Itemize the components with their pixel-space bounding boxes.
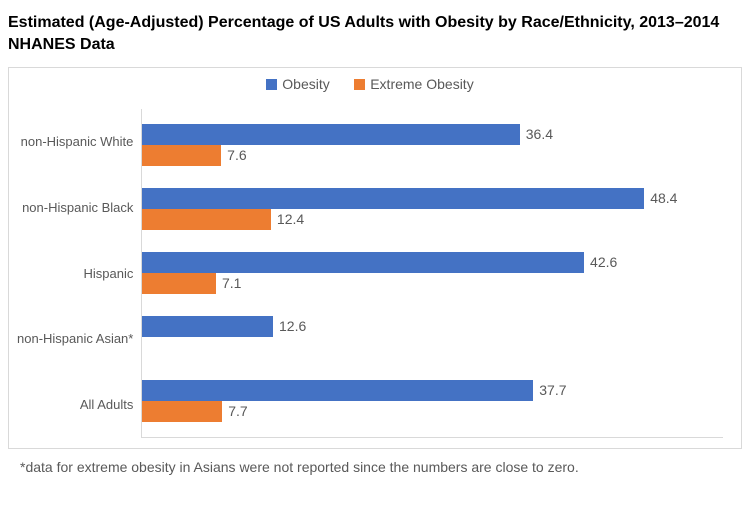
bar-obesity bbox=[142, 188, 644, 209]
bar-row: 7.7 bbox=[142, 401, 723, 422]
legend: Obesity Extreme Obesity bbox=[17, 76, 723, 95]
bar-row: 7.6 bbox=[142, 145, 723, 166]
bar-value-label: 37.7 bbox=[539, 382, 566, 398]
legend-swatch-obesity bbox=[266, 79, 277, 90]
bar-row: 12.4 bbox=[142, 209, 723, 230]
title-line-2: NHANES Data bbox=[8, 34, 742, 56]
plot-area: non-Hispanic Whitenon-Hispanic BlackHisp… bbox=[17, 109, 723, 438]
bar-obesity bbox=[142, 380, 533, 401]
bar-obesity bbox=[142, 316, 273, 337]
bar-row bbox=[142, 337, 723, 358]
category-label: non-Hispanic Asian* bbox=[17, 307, 133, 371]
footnote: *data for extreme obesity in Asians were… bbox=[8, 459, 742, 475]
legend-label-extreme-obesity: Extreme Obesity bbox=[370, 76, 473, 92]
bar-row: 12.6 bbox=[142, 316, 723, 337]
bar-row: 42.6 bbox=[142, 252, 723, 273]
category-label: All Adults bbox=[17, 373, 133, 437]
category-label: non-Hispanic White bbox=[17, 110, 133, 174]
legend-swatch-extreme-obesity bbox=[354, 79, 365, 90]
legend-item-obesity: Obesity bbox=[266, 76, 329, 92]
bar-row: 48.4 bbox=[142, 188, 723, 209]
bar-extreme-obesity bbox=[142, 145, 221, 166]
bar-value-label: 7.6 bbox=[227, 147, 246, 163]
bar-group: 42.6 7.1 bbox=[142, 241, 723, 305]
bar-value-label: 48.4 bbox=[650, 190, 677, 206]
bar-extreme-obesity bbox=[142, 401, 222, 422]
bar-value-label: 12.4 bbox=[277, 211, 304, 227]
bar-row: 36.4 bbox=[142, 124, 723, 145]
bar-value-label: 36.4 bbox=[526, 126, 553, 142]
legend-label-obesity: Obesity bbox=[282, 76, 329, 92]
bar-value-label: 7.1 bbox=[222, 275, 241, 291]
bar-extreme-obesity bbox=[142, 209, 271, 230]
category-label: non-Hispanic Black bbox=[17, 175, 133, 239]
bar-obesity bbox=[142, 252, 584, 273]
title-line-1: Estimated (Age-Adjusted) Percentage of U… bbox=[8, 12, 742, 34]
y-axis-labels: non-Hispanic Whitenon-Hispanic BlackHisp… bbox=[17, 109, 141, 438]
chart-frame: Obesity Extreme Obesity non-Hispanic Whi… bbox=[8, 67, 742, 449]
bar-obesity bbox=[142, 124, 519, 145]
bar-group: 37.7 7.7 bbox=[142, 369, 723, 433]
bar-value-label: 42.6 bbox=[590, 254, 617, 270]
chart-title: Estimated (Age-Adjusted) Percentage of U… bbox=[8, 12, 742, 55]
bars-area: 36.4 7.6 48.4 12.4 42.6 7.1 12.6 37.7 7.7 bbox=[141, 109, 723, 438]
bar-group: 12.6 bbox=[142, 305, 723, 369]
category-label: Hispanic bbox=[17, 241, 133, 305]
bar-value-label: 7.7 bbox=[228, 403, 247, 419]
bar-value-label: 12.6 bbox=[279, 318, 306, 334]
bar-row: 7.1 bbox=[142, 273, 723, 294]
bar-group: 48.4 12.4 bbox=[142, 177, 723, 241]
bar-group: 36.4 7.6 bbox=[142, 113, 723, 177]
legend-item-extreme-obesity: Extreme Obesity bbox=[354, 76, 473, 92]
bar-extreme-obesity bbox=[142, 273, 216, 294]
bar-row: 37.7 bbox=[142, 380, 723, 401]
